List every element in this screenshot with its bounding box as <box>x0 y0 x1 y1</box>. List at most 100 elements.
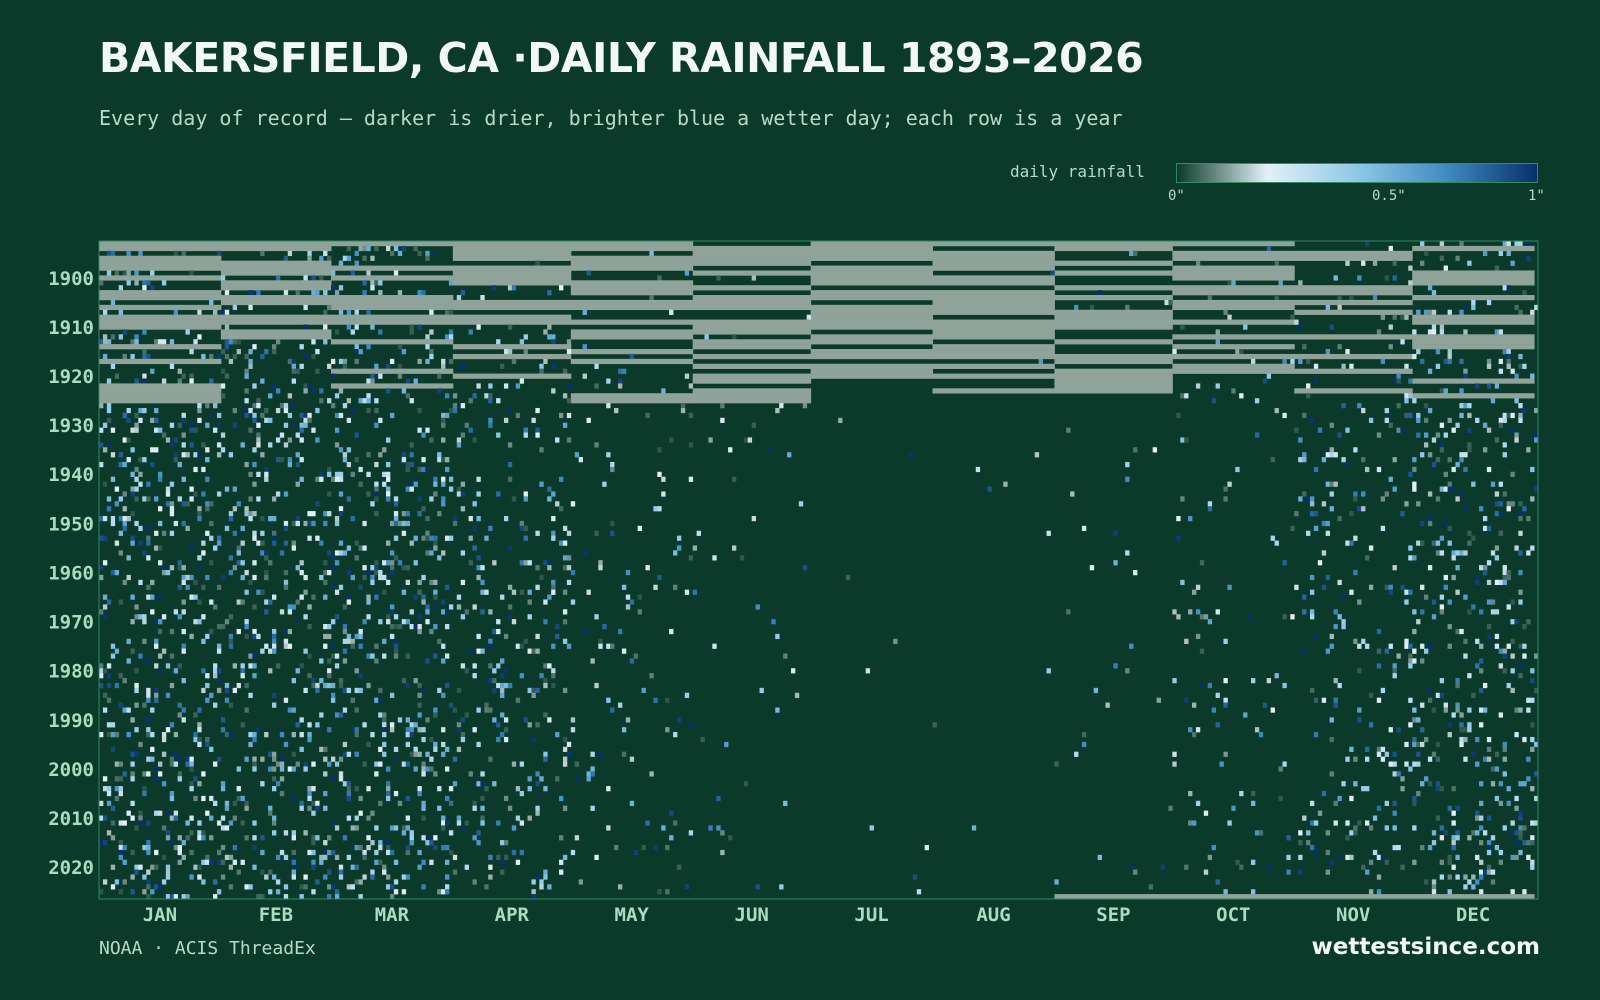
rain-day-cell <box>629 800 635 806</box>
rain-day-cell <box>1282 614 1287 620</box>
rain-day-cell <box>460 403 466 409</box>
rain-day-cell <box>441 599 446 605</box>
rain-day-cell <box>1530 496 1535 502</box>
rain-day-cell <box>1479 643 1484 649</box>
rain-day-cell <box>110 653 116 659</box>
rain-day-cell <box>523 349 528 355</box>
rain-day-cell <box>1494 609 1500 615</box>
missing-block <box>570 299 694 306</box>
rain-day-cell <box>319 388 324 394</box>
rain-day-cell <box>566 643 572 649</box>
rain-day-cell <box>586 776 591 782</box>
rain-day-cell <box>1494 844 1500 851</box>
rain-day-cell <box>362 761 367 767</box>
rain-day-cell <box>134 604 139 610</box>
rain-day-cell <box>252 383 257 389</box>
rain-day-cell <box>330 555 336 561</box>
missing-block <box>692 285 812 291</box>
missing-block <box>220 334 332 340</box>
rain-day-cell <box>1313 697 1319 703</box>
rain-day-cell <box>1066 609 1071 615</box>
rain-day-cell <box>193 712 198 718</box>
rain-day-cell <box>220 874 226 880</box>
rain-day-cell <box>130 874 135 880</box>
rain-day-cell <box>99 682 104 689</box>
rain-day-cell <box>1451 840 1456 846</box>
missing-block <box>1172 285 1295 291</box>
rain-day-cell <box>1486 844 1492 851</box>
missing-block <box>330 339 454 345</box>
rain-day-cell <box>1463 638 1468 644</box>
rain-day-cell <box>311 511 316 517</box>
rain-day-cell <box>1451 864 1456 870</box>
rain-day-cell <box>303 761 308 767</box>
rain-day-cell <box>311 840 316 846</box>
rain-day-cell <box>220 786 226 792</box>
rain-day-cell <box>382 481 387 487</box>
rain-day-cell <box>1400 511 1405 517</box>
rain-day-cell <box>739 555 745 561</box>
rain-day-cell <box>790 668 796 674</box>
rain-day-cell <box>354 825 359 831</box>
rain-day-cell <box>173 751 179 757</box>
rain-day-cell <box>382 751 387 757</box>
rain-day-cell <box>1526 447 1531 453</box>
rain-day-cell <box>338 491 344 497</box>
rain-day-cell <box>386 619 391 625</box>
rain-day-cell <box>1270 535 1275 541</box>
rain-day-cell <box>555 501 560 507</box>
rain-day-cell <box>1479 609 1484 615</box>
missing-block <box>932 388 1055 394</box>
rain-day-cell <box>543 663 548 669</box>
rain-day-cell <box>503 717 509 723</box>
rain-day-cell <box>224 805 230 811</box>
rain-day-cell <box>1451 550 1456 556</box>
rain-day-cell <box>138 525 143 532</box>
rain-day-cell <box>271 535 277 541</box>
rain-day-cell <box>500 682 505 689</box>
missing-block <box>570 255 694 261</box>
rain-day-cell <box>268 869 273 875</box>
rain-day-cell <box>590 751 595 757</box>
rain-day-cell <box>173 309 179 315</box>
rain-day-cell <box>562 756 568 762</box>
rain-day-cell <box>684 692 690 698</box>
rain-day-cell <box>177 584 182 590</box>
rain-day-cell <box>1341 624 1346 630</box>
rain-day-cell <box>1463 550 1468 556</box>
rain-day-cell <box>362 255 367 261</box>
rain-day-cell <box>1404 638 1409 644</box>
brand-logo[interactable]: wettestsince.com <box>1311 934 1540 960</box>
rain-day-cell <box>1156 697 1161 703</box>
rain-day-cell <box>971 825 977 831</box>
rain-day-cell <box>476 648 481 654</box>
rain-day-cell <box>606 643 611 649</box>
rain-day-cell <box>173 520 179 527</box>
rain-day-cell <box>311 678 316 684</box>
rain-day-cell <box>1404 412 1409 419</box>
rain-day-cell <box>350 270 355 276</box>
rain-day-cell <box>503 736 509 743</box>
rain-day-cell <box>1518 849 1523 856</box>
rain-day-cell <box>138 741 143 748</box>
rain-day-cell <box>366 599 371 605</box>
rain-day-cell <box>637 594 642 600</box>
rain-day-cell <box>1502 241 1507 247</box>
missing-block <box>932 349 1055 355</box>
rain-day-cell <box>189 574 194 581</box>
rain-day-cell <box>122 461 127 468</box>
rain-day-cell <box>1518 550 1523 556</box>
rain-day-cell <box>405 682 410 689</box>
rain-day-cell <box>594 442 599 448</box>
rain-day-cell <box>260 530 265 536</box>
rain-day-cell <box>382 589 387 595</box>
rain-day-cell <box>507 604 513 610</box>
rain-day-cell <box>1192 820 1197 826</box>
rain-day-cell <box>535 771 540 777</box>
rain-day-cell <box>169 756 175 762</box>
missing-block <box>692 363 812 369</box>
rain-day-cell <box>437 555 442 561</box>
missing-block <box>452 241 572 247</box>
rain-day-cell <box>311 275 316 281</box>
rain-day-cell <box>362 280 367 286</box>
